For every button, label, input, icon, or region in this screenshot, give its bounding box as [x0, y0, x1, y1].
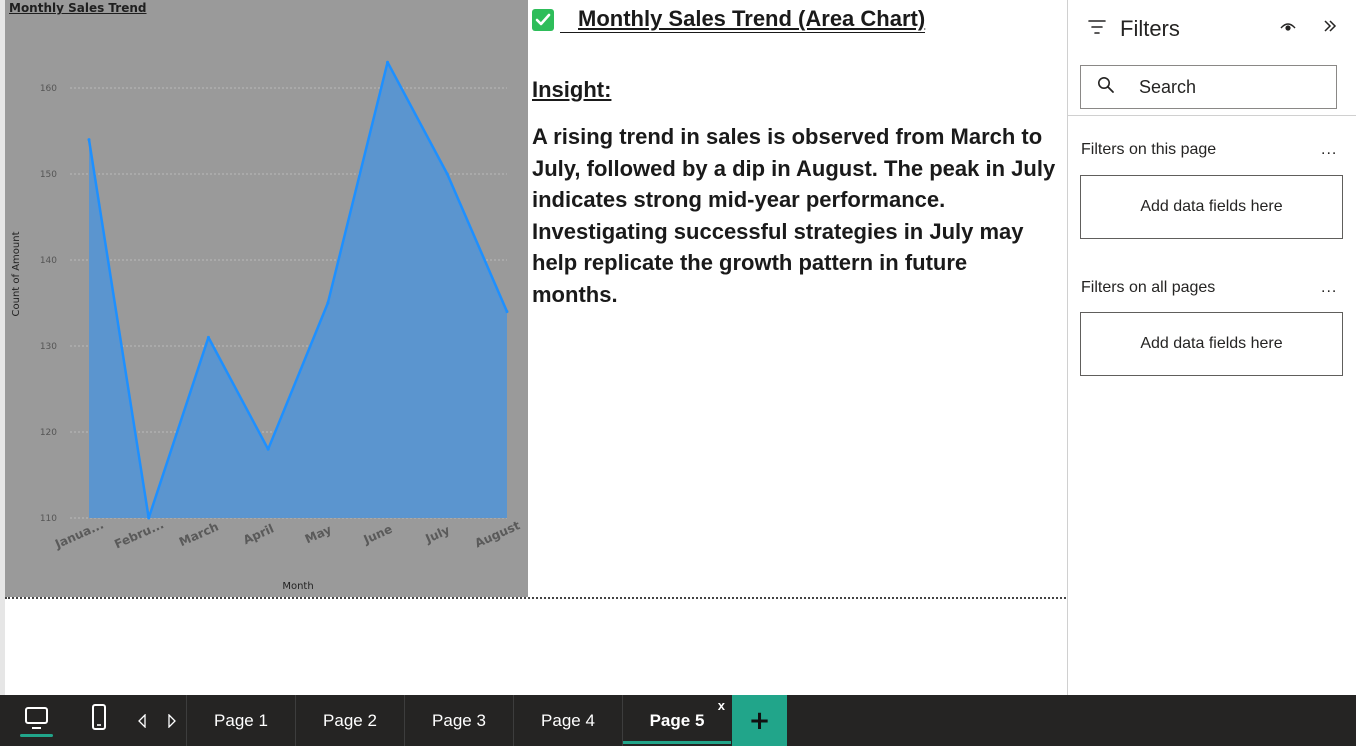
page-tab-3[interactable]: Page 3 — [404, 695, 513, 746]
phone-icon — [91, 704, 107, 734]
x-tick-label: May — [303, 522, 334, 546]
insight-textbox[interactable]: Monthly Sales Trend (Area Chart) Insight… — [532, 6, 1057, 310]
x-tick-label: Febru... — [112, 517, 166, 551]
page-tab-5[interactable]: Page 5 x — [622, 695, 731, 746]
next-page-icon[interactable] — [167, 713, 177, 732]
active-tab-indicator — [623, 741, 731, 744]
eye-icon[interactable] — [1280, 20, 1296, 39]
textbox-heading: Monthly Sales Trend (Area Chart) — [532, 6, 1057, 33]
series-line — [87, 60, 509, 520]
filter-lines-icon — [1088, 19, 1106, 40]
canvas-left-edge — [0, 0, 5, 695]
all-pages-more-button[interactable]: ... — [1321, 279, 1338, 296]
desktop-active-indicator — [20, 734, 53, 737]
filters-divider — [1068, 115, 1356, 116]
filters-on-all-pages-label: Filters on all pages — [1081, 279, 1216, 296]
y-tick-label: 120 — [40, 428, 57, 438]
area-chart-svg: 110 120 130 140 150 160 Janua... Febru... March A… — [11, 60, 523, 592]
y-tick-label: 150 — [40, 170, 57, 180]
close-tab-button[interactable]: x — [717, 698, 725, 713]
x-tick-label: July — [423, 523, 453, 546]
x-tick-label: June — [361, 522, 395, 547]
filters-title: Filters — [1120, 16, 1180, 41]
search-icon — [1097, 76, 1115, 99]
insight-label: Insight: — [532, 77, 612, 102]
this-page-more-button[interactable]: ... — [1321, 141, 1338, 158]
chart-title: Monthly Sales Trend — [9, 1, 147, 15]
monitor-icon — [20, 707, 53, 737]
heading-text: Monthly Sales Trend (Area Chart) — [560, 6, 926, 33]
insight-body: A rising trend in sales is observed from… — [532, 124, 1056, 307]
y-tick-label: 160 — [40, 84, 57, 94]
y-tick-label: 110 — [40, 514, 57, 524]
all-pages-drop-well[interactable]: Add data fields here — [1080, 312, 1343, 376]
filters-search-input[interactable] — [1137, 75, 1311, 99]
data-point[interactable] — [445, 172, 449, 176]
page-boundary-line — [5, 597, 1066, 599]
page-navigation-bar: Page 1 Page 2 Page 3 Page 4 Page 5 x + — [0, 695, 1356, 746]
mobile-layout-button[interactable] — [91, 704, 107, 734]
x-tick-label: April — [241, 521, 276, 547]
add-page-button[interactable]: + — [732, 695, 787, 746]
data-point[interactable] — [326, 301, 330, 305]
filters-header: Filters — [1088, 16, 1180, 42]
y-tick-label: 130 — [40, 342, 57, 352]
data-point[interactable] — [206, 335, 210, 339]
x-tick-label: March — [177, 519, 221, 549]
filters-on-this-page-label: Filters on this page — [1081, 141, 1217, 158]
filters-search-box[interactable] — [1080, 65, 1337, 109]
desktop-layout-button[interactable] — [20, 705, 53, 737]
report-canvas: 110 120 130 140 150 160 Janua... Febru... March A… — [0, 0, 1067, 695]
x-tick-label: August — [473, 518, 523, 550]
data-point[interactable] — [147, 516, 151, 520]
page-tab-4[interactable]: Page 4 — [513, 695, 622, 746]
x-tick-label: Janua... — [52, 517, 106, 551]
page-tab-2[interactable]: Page 2 — [295, 695, 404, 746]
page-tab-1[interactable]: Page 1 — [186, 695, 295, 746]
double-chevron-right-icon[interactable] — [1322, 18, 1338, 39]
data-point[interactable] — [386, 60, 390, 64]
y-tick-label: 140 — [40, 256, 57, 266]
filters-pane: Filters Filters on this page ... Add dat… — [1067, 0, 1356, 695]
data-point[interactable] — [505, 310, 509, 314]
checkmark-icon — [532, 8, 554, 31]
area-fill — [89, 62, 507, 518]
data-point[interactable] — [266, 447, 270, 451]
page-tab-5-label: Page 5 — [649, 710, 705, 730]
y-axis-label: Count of Amount — [11, 231, 22, 316]
this-page-drop-well[interactable]: Add data fields here — [1080, 175, 1343, 239]
area-chart-visual[interactable]: 110 120 130 140 150 160 Janua... Febru... March A… — [5, 0, 528, 597]
data-point[interactable] — [87, 138, 91, 142]
x-axis-label: Month — [282, 581, 313, 592]
previous-page-icon[interactable] — [137, 713, 147, 732]
